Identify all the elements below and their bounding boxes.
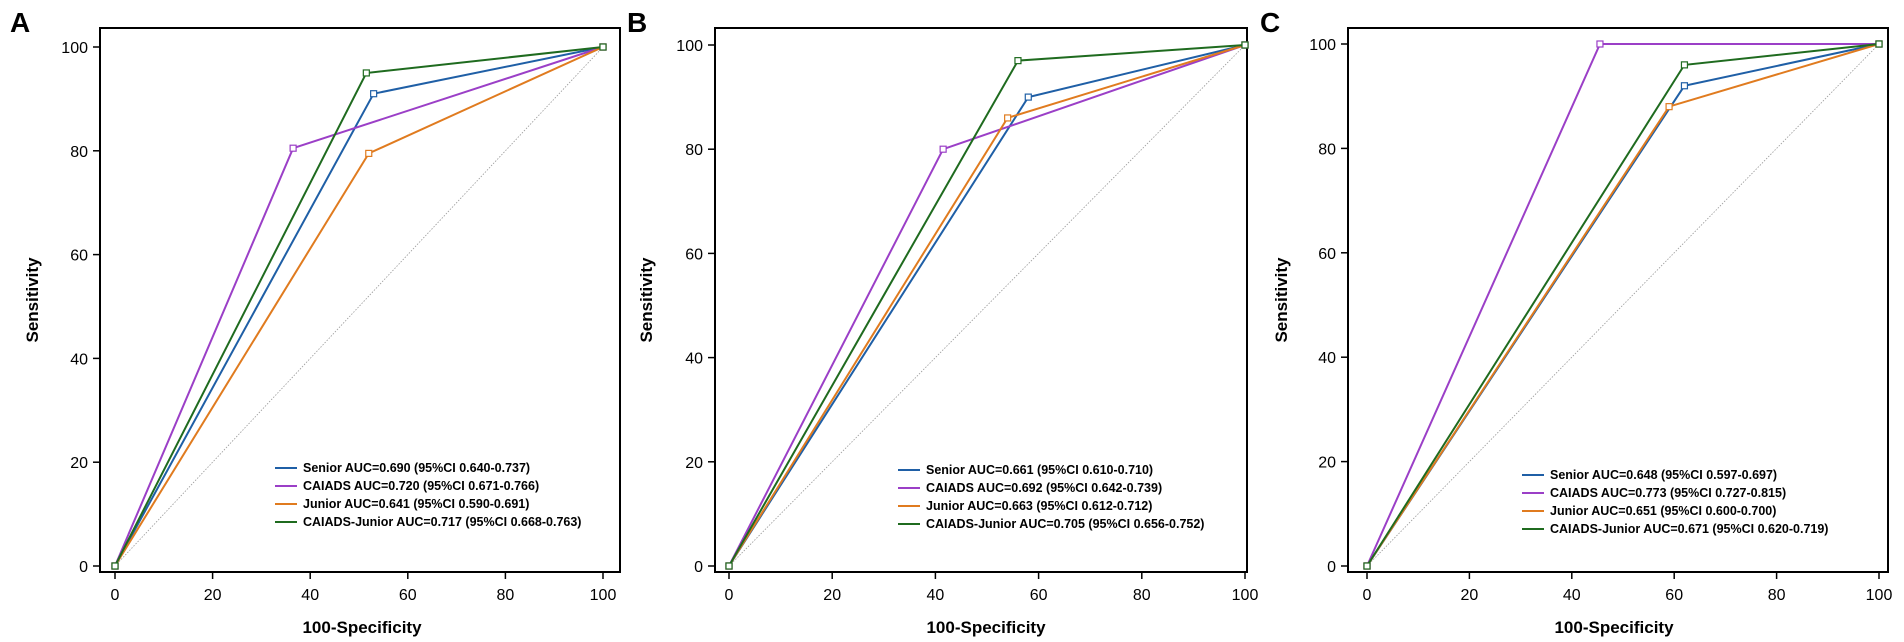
- data-point-caiads-junior: [1875, 40, 1883, 48]
- y-axis-title: Sensitivity: [1272, 257, 1291, 343]
- data-point-caiads-junior: [1680, 61, 1689, 69]
- legend-entry: Junior AUC=0.663 (95%CI 0.612-0.712): [926, 499, 1152, 513]
- y-tick-label: 100: [676, 38, 703, 55]
- legend-entry: Junior AUC=0.641 (95%CI 0.590-0.691): [303, 497, 529, 511]
- roc-panel-b: B 0 20 40 60 80 100 0 20 40 60 80 100 100-Specificity…: [627, 7, 1258, 637]
- x-tick-label: 60: [1665, 587, 1683, 604]
- legend-entry: Senior AUC=0.690 (95%CI 0.640-0.737): [303, 461, 530, 475]
- y-tick-label: 100: [1309, 37, 1336, 54]
- data-point-caiads: [289, 144, 297, 152]
- panel-label: B: [627, 7, 647, 38]
- legend-entry: CAIADS AUC=0.720 (95%CI 0.671-0.766): [303, 479, 539, 493]
- x-tick-label: 60: [1030, 587, 1048, 604]
- x-axis-title: 100-Specificity: [302, 618, 422, 637]
- legend-entry: CAIADS-Junior AUC=0.717 (95%CI 0.668-0.7…: [303, 515, 581, 529]
- y-axis-title: Sensitivity: [23, 257, 42, 343]
- x-tick-label: 100: [1232, 587, 1259, 604]
- legend-entry: CAIADS AUC=0.773 (95%CI 0.727-0.815): [1550, 486, 1786, 500]
- x-tick-label: 20: [823, 587, 841, 604]
- y-tick-label: 60: [1318, 246, 1336, 263]
- x-tick-label: 80: [497, 587, 515, 604]
- y-tick-label: 0: [694, 559, 703, 576]
- legend-entry: Senior AUC=0.648 (95%CI 0.597-0.697): [1550, 468, 1777, 482]
- legend-entry: CAIADS-Junior AUC=0.671 (95%CI 0.620-0.7…: [1550, 522, 1828, 536]
- data-point-caiads-junior: [1363, 562, 1371, 570]
- data-point-senior: [1680, 82, 1689, 90]
- data-point-caiads-junior: [362, 69, 370, 77]
- data-point-junior: [1665, 103, 1673, 111]
- data-point-senior: [1024, 93, 1032, 101]
- data-point-caiads: [939, 145, 947, 153]
- y-tick-label: 40: [685, 351, 703, 368]
- legend-entry: Junior AUC=0.651 (95%CI 0.600-0.700): [1550, 504, 1776, 518]
- x-tick-label: 100: [590, 587, 617, 604]
- x-tick-label: 40: [1563, 587, 1581, 604]
- plot-frame: [714, 27, 1248, 573]
- panel-label: A: [10, 7, 30, 38]
- data-point-senior: [370, 90, 378, 98]
- y-tick-label: 20: [685, 455, 703, 472]
- y-tick-label: 100: [61, 40, 88, 57]
- data-point-caiads-junior: [1241, 41, 1249, 49]
- legend-entry: CAIADS-Junior AUC=0.705 (95%CI 0.656-0.7…: [926, 517, 1204, 531]
- x-tick-label: 60: [399, 587, 417, 604]
- y-tick-label: 40: [1318, 350, 1336, 367]
- legend-entry: Senior AUC=0.661 (95%CI 0.610-0.710): [926, 463, 1153, 477]
- y-tick-label: 20: [1318, 455, 1336, 472]
- data-point-caiads-junior: [1014, 57, 1022, 65]
- plot-frame: [99, 27, 621, 573]
- data-point-caiads-junior: [725, 562, 733, 570]
- data-point-caiads: [1596, 40, 1604, 48]
- y-tick-label: 60: [685, 246, 703, 263]
- data-point-caiads-junior: [599, 43, 607, 51]
- roc-panel-a: A 0 20 40 60 80 100 0 20 40 60 80 100 100-Specificity…: [10, 7, 621, 637]
- data-point-junior: [1004, 114, 1012, 122]
- x-tick-label: 40: [927, 587, 945, 604]
- y-tick-label: 0: [1327, 559, 1336, 576]
- legend-entry: CAIADS AUC=0.692 (95%CI 0.642-0.739): [926, 481, 1162, 495]
- plot-frame: [1347, 27, 1889, 573]
- y-tick-label: 80: [685, 142, 703, 159]
- x-axis-title: 100-Specificity: [926, 618, 1046, 637]
- legend: Senior AUC=0.690 (95%CI 0.640-0.737) CAIA…: [275, 461, 581, 529]
- y-axis-title: Sensitivity: [637, 257, 656, 343]
- x-tick-label: 20: [204, 587, 222, 604]
- y-tick-label: 20: [70, 455, 88, 472]
- x-tick-label: 80: [1768, 587, 1786, 604]
- roc-panel-c: C 0 20 40 60 80 100 0 20 40 60 80 100 100-Specificity…: [1260, 7, 1892, 637]
- x-tick-label: 100: [1866, 587, 1893, 604]
- reference-diagonal: [1366, 43, 1880, 567]
- x-tick-label: 40: [301, 587, 319, 604]
- reference-diagonal: [728, 44, 1246, 567]
- data-point-caiads-junior: [111, 562, 119, 570]
- panel-label: C: [1260, 7, 1280, 38]
- y-tick-label: 80: [70, 144, 88, 161]
- x-axis-title: 100-Specificity: [1554, 618, 1674, 637]
- x-tick-label: 0: [725, 587, 734, 604]
- legend: Senior AUC=0.661 (95%CI 0.610-0.710) CAIA…: [898, 463, 1204, 531]
- x-tick-label: 80: [1133, 587, 1151, 604]
- y-tick-label: 60: [70, 248, 88, 265]
- data-point-junior: [365, 149, 373, 157]
- y-tick-label: 0: [79, 559, 88, 576]
- x-tick-label: 0: [111, 587, 120, 604]
- y-tick-label: 40: [70, 351, 88, 368]
- legend: Senior AUC=0.648 (95%CI 0.597-0.697) CAIA…: [1522, 468, 1828, 536]
- x-tick-label: 20: [1461, 587, 1479, 604]
- y-tick-label: 80: [1318, 141, 1336, 158]
- x-tick-label: 0: [1363, 587, 1372, 604]
